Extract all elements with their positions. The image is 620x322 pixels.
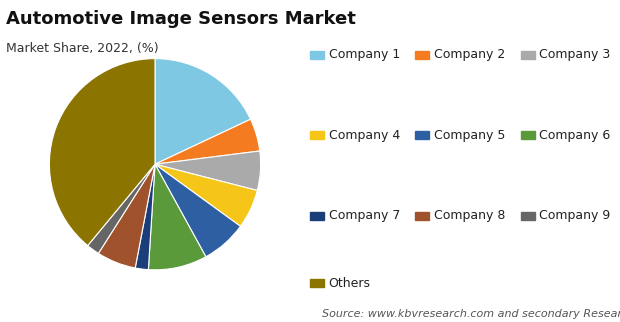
Wedge shape [135, 164, 155, 270]
Text: Company 5: Company 5 [434, 129, 505, 142]
Text: Company 3: Company 3 [539, 48, 611, 61]
Wedge shape [155, 164, 241, 257]
Wedge shape [155, 119, 260, 164]
Text: Others: Others [329, 277, 371, 290]
Wedge shape [155, 151, 260, 191]
Text: Company 6: Company 6 [539, 129, 611, 142]
Text: Company 1: Company 1 [329, 48, 400, 61]
Wedge shape [99, 164, 155, 268]
Text: Source: www.kbvresearch.com and secondary Research Analysis: Source: www.kbvresearch.com and secondar… [322, 309, 620, 319]
Text: Company 4: Company 4 [329, 129, 400, 142]
Wedge shape [87, 164, 155, 253]
Wedge shape [155, 59, 250, 164]
Text: Company 9: Company 9 [539, 209, 611, 222]
Text: Company 2: Company 2 [434, 48, 505, 61]
Wedge shape [155, 164, 257, 226]
Text: Automotive Image Sensors Market: Automotive Image Sensors Market [6, 10, 356, 28]
Text: Company 7: Company 7 [329, 209, 400, 222]
Wedge shape [148, 164, 206, 270]
Text: Company 8: Company 8 [434, 209, 505, 222]
Wedge shape [50, 59, 155, 246]
Text: Market Share, 2022, (%): Market Share, 2022, (%) [6, 42, 159, 55]
